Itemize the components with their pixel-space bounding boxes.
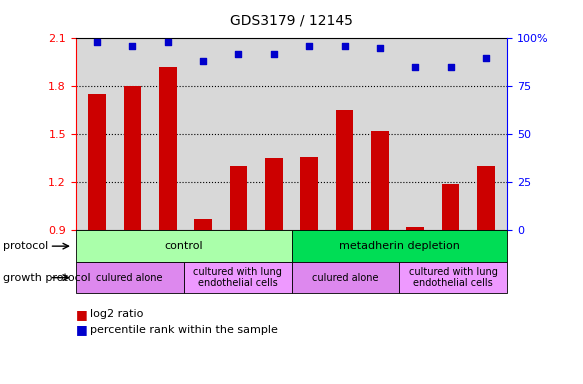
Bar [406, 227, 424, 230]
Bar [477, 166, 495, 230]
Text: GDS3179 / 12145: GDS3179 / 12145 [230, 13, 353, 27]
Text: ■: ■ [76, 308, 87, 321]
Text: cultured with lung
endothelial cells: cultured with lung endothelial cells [409, 267, 498, 288]
Point [128, 43, 137, 49]
Point [163, 39, 173, 45]
Bar [88, 94, 106, 230]
Point [234, 51, 243, 57]
Bar [442, 184, 459, 230]
Bar [230, 166, 247, 230]
Bar [194, 219, 212, 230]
Point [375, 45, 385, 51]
Text: culured alone: culured alone [312, 273, 379, 283]
Text: control: control [164, 241, 203, 251]
Bar [336, 111, 353, 230]
Point [304, 43, 314, 49]
Point [410, 64, 420, 70]
Bar [371, 131, 389, 230]
Text: percentile rank within the sample: percentile rank within the sample [90, 325, 278, 335]
Text: growth protocol: growth protocol [3, 273, 90, 283]
Text: log2 ratio: log2 ratio [90, 310, 144, 319]
Text: ■: ■ [76, 323, 87, 336]
Point [482, 55, 491, 61]
Point [340, 43, 349, 49]
Text: metadherin depletion: metadherin depletion [339, 241, 460, 251]
Bar [300, 157, 318, 230]
Point [92, 39, 101, 45]
Point [269, 51, 279, 57]
Text: culured alone: culured alone [96, 273, 163, 283]
Point [198, 58, 208, 65]
Bar [159, 67, 177, 230]
Text: cultured with lung
endothelial cells: cultured with lung endothelial cells [193, 267, 282, 288]
Bar [124, 86, 141, 230]
Text: protocol: protocol [3, 241, 48, 251]
Bar [265, 158, 283, 230]
Point [446, 64, 455, 70]
